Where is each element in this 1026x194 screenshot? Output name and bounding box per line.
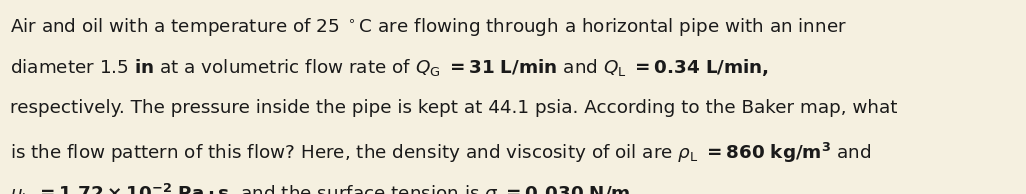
Text: Air and oil with a temperature of 25 $^\circ$C are flowing through a horizontal : Air and oil with a temperature of 25 $^\… (10, 16, 847, 37)
Text: diameter 1.5 $\mathbf{in}$ at a volumetric flow rate of $Q_\mathrm{G}$ $\mathbf{: diameter 1.5 $\mathbf{in}$ at a volumetr… (10, 57, 770, 78)
Text: is the flow pattern of this flow? Here, the density and viscosity of oil are $\r: is the flow pattern of this flow? Here, … (10, 141, 872, 165)
Text: $\mu_\mathrm{L}$ $\mathbf{= 1.72 \times 10^{-2}\ Pa \cdot s}$, and the surface t: $\mu_\mathrm{L}$ $\mathbf{= 1.72 \times … (10, 182, 637, 194)
Text: respectively. The pressure inside the pipe is kept at 44.1 psia. According to th: respectively. The pressure inside the pi… (10, 99, 898, 117)
